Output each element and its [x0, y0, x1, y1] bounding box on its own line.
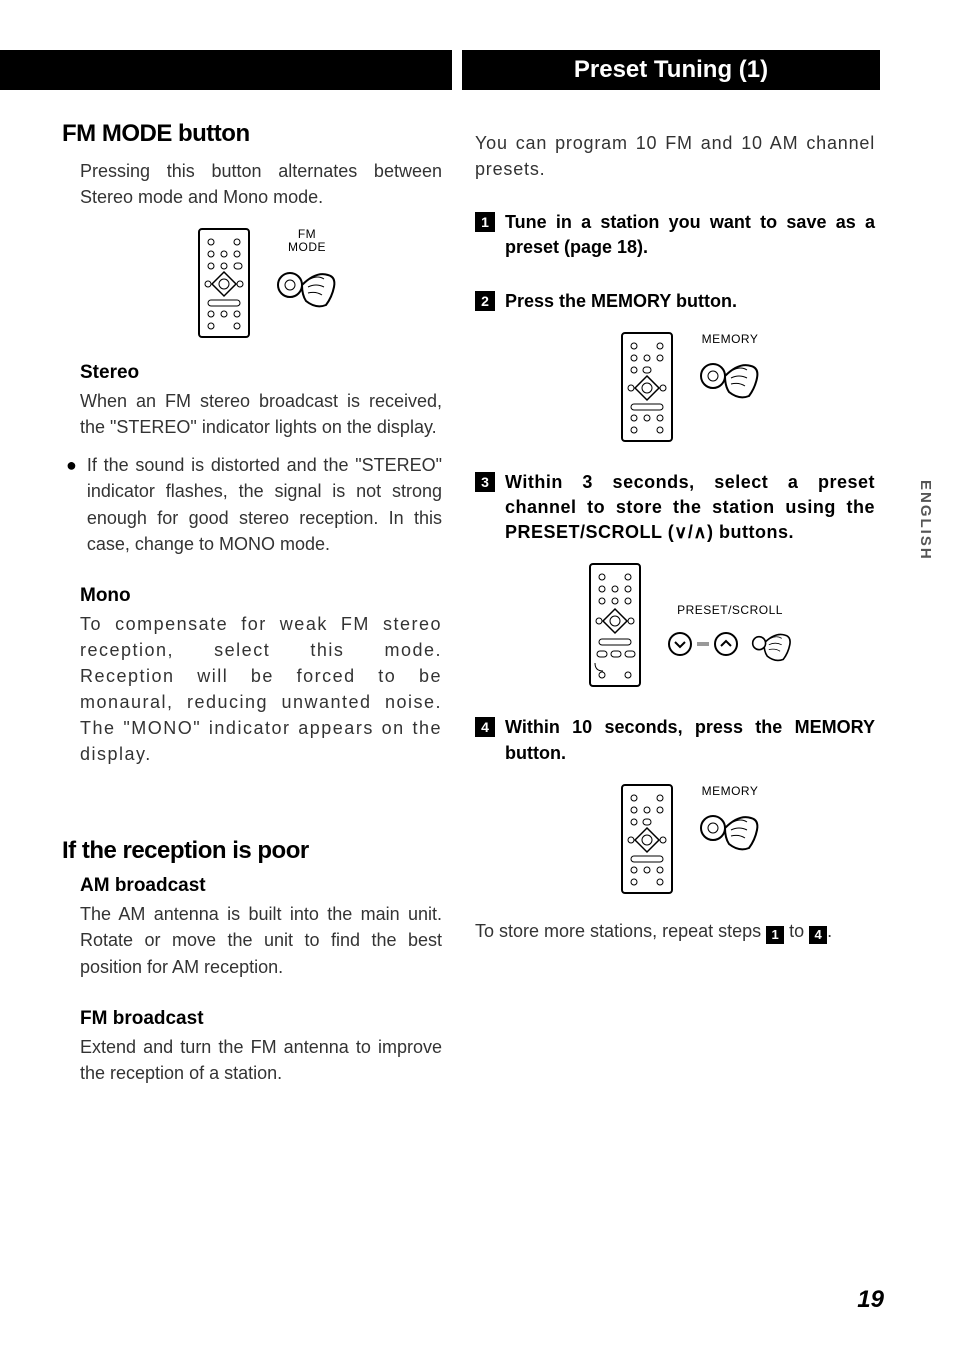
press-hand-icon [743, 623, 793, 665]
step-4: 4 Within 10 seconds, press the MEMORY bu… [475, 715, 875, 765]
left-column: FM MODE button Pressing this button alte… [62, 120, 442, 1086]
header-bar-left [0, 50, 452, 90]
memory-button-label: MEMORY [702, 332, 759, 346]
memory-diagram-1: MEMORY [505, 332, 875, 442]
step-1: 1 Tune in a station you want to save as … [475, 210, 875, 260]
preset-scroll-diagram: PRESET/SCROLL [505, 563, 875, 687]
remote-icon [196, 228, 252, 338]
footer-mid: to [784, 921, 809, 941]
preset-scroll-label: PRESET/SCROLL [677, 603, 783, 617]
reception-heading: If the reception is poor [62, 837, 442, 865]
step-number-3: 3 [475, 472, 495, 492]
stereo-heading: Stereo [80, 362, 442, 384]
fm-mode-button-label: FM MODE [288, 228, 326, 254]
step-1-text: Tune in a station you want to save as a … [505, 210, 875, 260]
press-hand-icon [699, 352, 761, 402]
fm-mode-intro: Pressing this button alternates between … [80, 158, 442, 210]
inline-step-ref-1: 1 [766, 926, 784, 944]
footer-note: To store more stations, repeat steps 1 t… [475, 918, 875, 944]
preset-intro: You can program 10 FM and 10 AM channel … [475, 130, 875, 182]
bullet-dot-icon: ● [66, 452, 77, 556]
step-2: 2 Press the MEMORY button. [475, 289, 875, 314]
header-title: Preset Tuning (1) [574, 56, 768, 84]
language-tab: ENGLISH [917, 480, 934, 561]
stereo-note-bullet: ● If the sound is distorted and the "STE… [66, 452, 442, 556]
footer-post: . [827, 921, 832, 941]
stereo-note-text: If the sound is distorted and the "STERE… [87, 452, 442, 556]
fm-mode-heading: FM MODE button [62, 120, 442, 148]
mono-heading: Mono [80, 585, 442, 607]
memory-diagram-2: MEMORY [505, 784, 875, 894]
down-button-icon [667, 631, 693, 657]
press-hand-icon [699, 804, 761, 854]
slash-icon [697, 631, 709, 657]
mono-body: To compensate for weak FM stereo recepti… [80, 611, 442, 768]
inline-step-ref-4: 4 [809, 926, 827, 944]
fm-broadcast-heading: FM broadcast [80, 1008, 442, 1030]
memory-button-label-2: MEMORY [702, 784, 759, 798]
step-number-1: 1 [475, 212, 495, 232]
fm-broadcast-body: Extend and turn the FM antenna to improv… [80, 1034, 442, 1086]
fm-mode-diagram: FM MODE [92, 228, 442, 338]
step-4-text: Within 10 seconds, press the MEMORY butt… [505, 715, 875, 765]
footer-pre: To store more stations, repeat steps [475, 921, 766, 941]
up-button-icon [713, 631, 739, 657]
step-3: 3 Within 3 seconds, select a preset chan… [475, 470, 875, 546]
remote-icon [619, 332, 675, 442]
remote-icon [619, 784, 675, 894]
header-bar-right: Preset Tuning (1) [462, 50, 880, 90]
step-3-text: Within 3 seconds, select a preset channe… [505, 470, 875, 546]
remote-icon [587, 563, 643, 687]
step-2-text: Press the MEMORY button. [505, 289, 737, 314]
right-column: You can program 10 FM and 10 AM channel … [475, 130, 875, 944]
step-number-4: 4 [475, 717, 495, 737]
am-broadcast-body: The AM antenna is built into the main un… [80, 901, 442, 979]
am-broadcast-heading: AM broadcast [80, 875, 442, 897]
step-number-2: 2 [475, 291, 495, 311]
press-hand-icon [276, 261, 338, 311]
page-number: 19 [857, 1286, 884, 1314]
stereo-body: When an FM stereo broadcast is received,… [80, 388, 442, 440]
